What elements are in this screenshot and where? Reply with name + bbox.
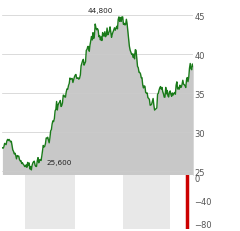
- Text: 44,800: 44,800: [87, 8, 113, 14]
- Text: 25,600: 25,600: [47, 159, 72, 165]
- Text: Jul: Jul: [70, 175, 80, 184]
- Text: Jan: Jan: [164, 175, 176, 184]
- Bar: [123, 175, 170, 229]
- Text: Apr: Apr: [18, 175, 32, 184]
- Bar: [25, 175, 75, 229]
- Text: Okt: Okt: [115, 175, 130, 184]
